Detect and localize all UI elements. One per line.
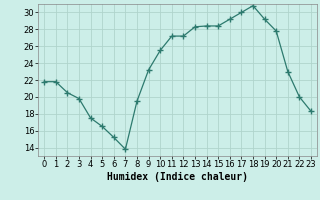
X-axis label: Humidex (Indice chaleur): Humidex (Indice chaleur) (107, 172, 248, 182)
